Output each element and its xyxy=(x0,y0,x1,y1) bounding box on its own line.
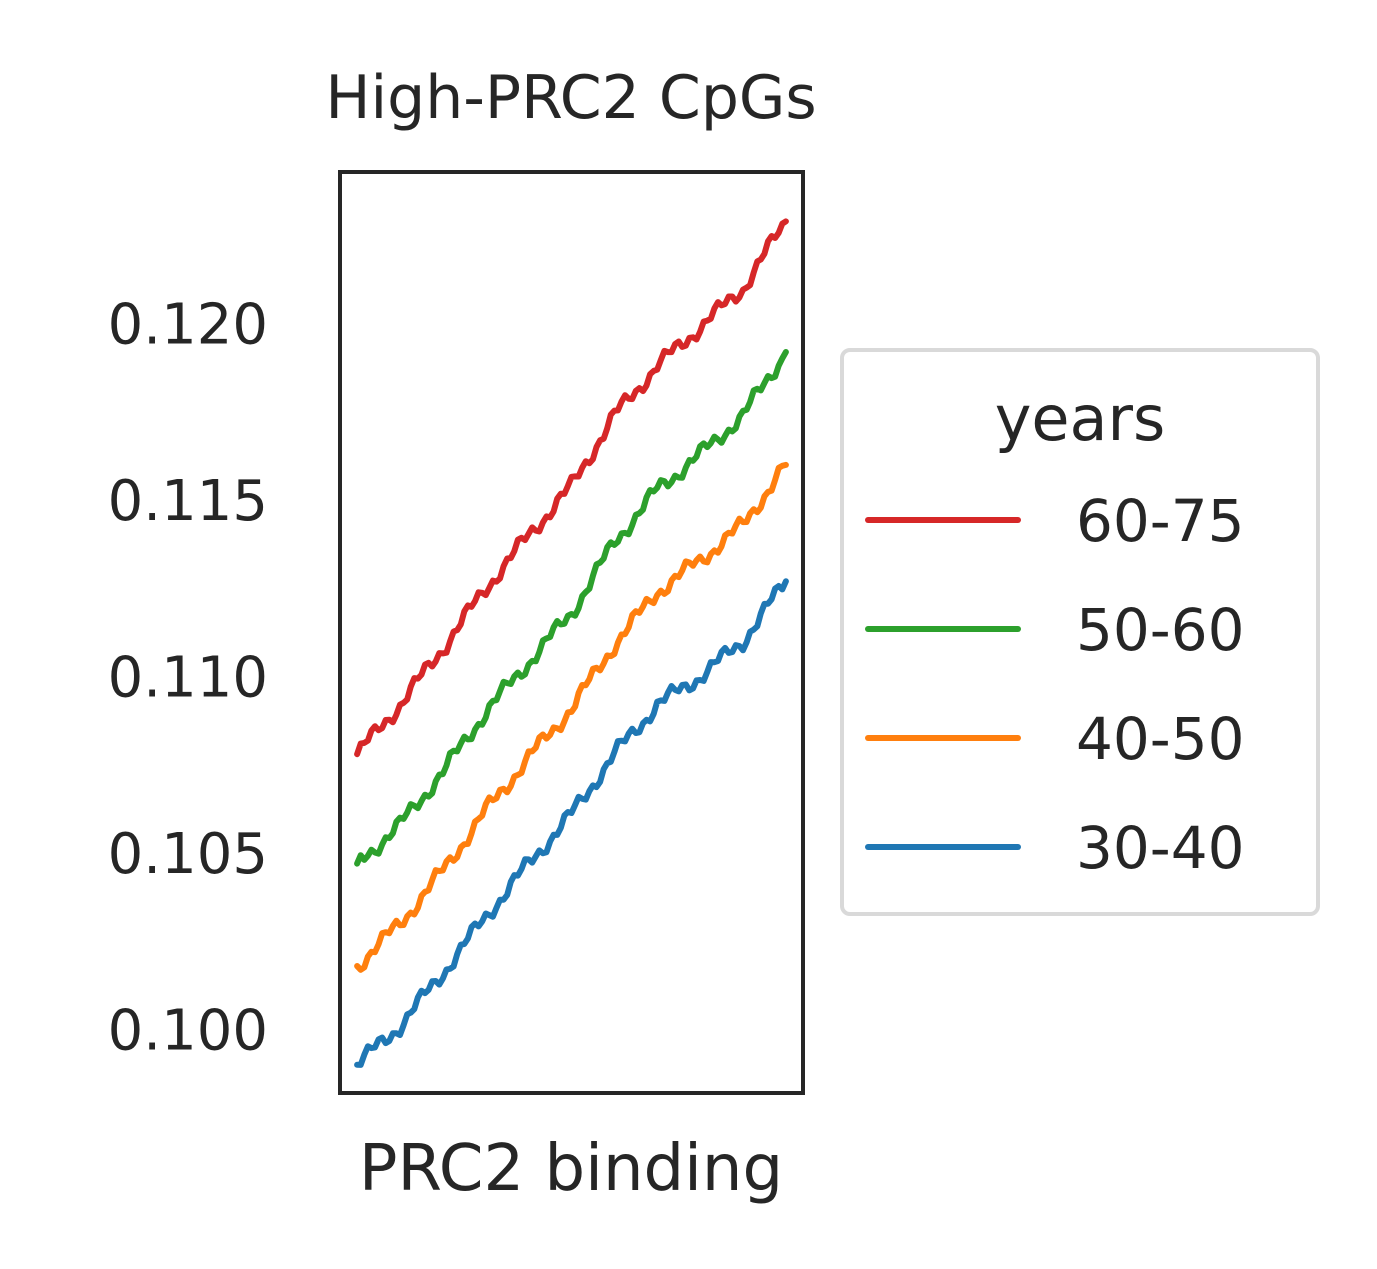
legend-title: years xyxy=(995,382,1166,455)
y-axis-ticks: 0.100 0.105 0.110 0.115 0.120 xyxy=(108,293,268,1064)
series-lines xyxy=(354,218,789,1068)
plot-frame xyxy=(338,170,805,1095)
legend-items: 60-75 50-60 40-50 30-40 xyxy=(865,487,1245,882)
y-tick-label: 0.100 xyxy=(108,998,268,1063)
y-tick-label: 0.110 xyxy=(108,646,268,711)
legend: years 60-75 50-60 40-50 30-40 xyxy=(840,348,1320,916)
series-line-50-60 xyxy=(354,349,789,867)
y-tick-label: 0.105 xyxy=(108,822,268,887)
legend-label-40-50: 40-50 xyxy=(1076,705,1245,773)
chart-title: High-PRC2 CpGs xyxy=(325,63,816,133)
y-tick-label: 0.120 xyxy=(108,293,268,358)
legend-label-60-75: 60-75 xyxy=(1076,487,1245,555)
legend-box xyxy=(840,348,1320,916)
legend-label-50-60: 50-60 xyxy=(1076,596,1245,664)
series-line-30-40 xyxy=(354,578,789,1068)
series-line-40-50 xyxy=(354,461,789,973)
series-line-60-75 xyxy=(354,218,789,758)
x-axis-label: PRC2 binding xyxy=(359,1132,783,1206)
y-tick-label: 0.115 xyxy=(108,469,268,534)
legend-label-30-40: 30-40 xyxy=(1076,814,1245,882)
